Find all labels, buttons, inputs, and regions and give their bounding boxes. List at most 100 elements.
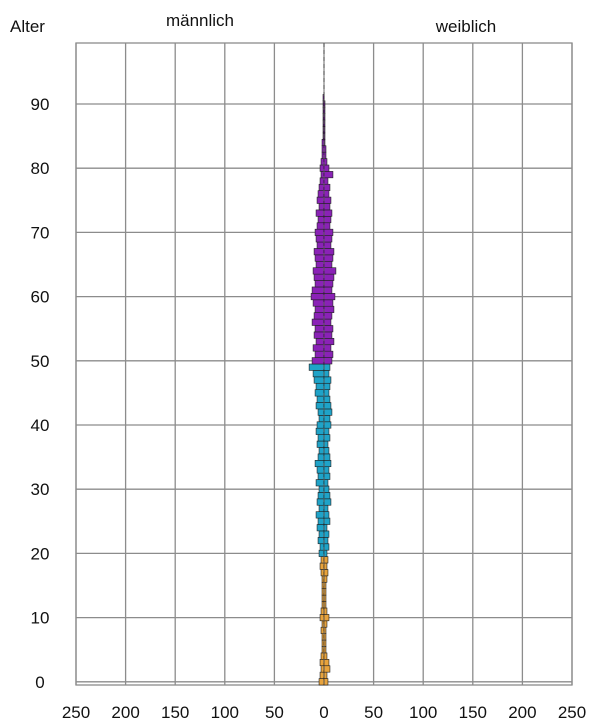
x-tick-label: 100 xyxy=(211,703,239,722)
female-bar-age-22 xyxy=(323,537,329,545)
male-bar-age-39 xyxy=(315,427,325,435)
male-bar-age-50 xyxy=(311,357,325,365)
male-bar-age-24 xyxy=(316,524,325,532)
male-bar-age-47 xyxy=(313,376,325,384)
female-bar-age-21 xyxy=(323,543,330,551)
female-bar-age-68 xyxy=(323,241,332,249)
female-bar-age-64 xyxy=(323,267,337,275)
male-bar-age-29 xyxy=(317,492,325,500)
female-bar-age-62 xyxy=(323,280,334,288)
female-bar-age-54 xyxy=(323,331,333,339)
x-tick-label: 200 xyxy=(111,703,139,722)
male-bar-age-51 xyxy=(314,350,325,358)
male-bar-age-74 xyxy=(318,203,325,211)
chart-labels: Alter männlich weiblich xyxy=(10,11,496,36)
x-tick-label: 50 xyxy=(364,703,383,722)
female-bar-age-49 xyxy=(323,363,331,371)
female-bar-age-0 xyxy=(323,678,329,686)
male-bar-age-75 xyxy=(316,196,325,204)
female-bar-age-58 xyxy=(323,305,335,313)
male-bar-age-25 xyxy=(317,517,325,525)
female-bar-age-44 xyxy=(323,395,331,403)
female-bar-age-47 xyxy=(323,376,332,384)
female-bar-age-2 xyxy=(323,665,331,673)
male-bar-age-26 xyxy=(315,511,325,519)
male-side-label: männlich xyxy=(166,11,234,30)
female-bar-age-26 xyxy=(323,511,330,519)
female-bar-age-38 xyxy=(323,434,331,442)
female-bar-age-31 xyxy=(323,479,329,487)
female-bar-age-29 xyxy=(323,492,331,500)
male-bar-age-36 xyxy=(318,447,325,455)
x-axis-ticks: 250 200 150 100 50 0 50 100 150 200 250 xyxy=(62,703,586,722)
male-bar-age-64 xyxy=(312,267,325,275)
male-bar-age-42 xyxy=(317,408,325,416)
female-bar-age-37 xyxy=(323,440,329,448)
female-bar-age-19 xyxy=(323,556,329,564)
female-bar-age-33 xyxy=(323,466,330,474)
male-bar-age-45 xyxy=(314,389,325,397)
female-bar-age-45 xyxy=(323,389,330,397)
male-bar-age-55 xyxy=(314,325,325,333)
female-bar-age-69 xyxy=(323,235,333,243)
male-bar-age-10 xyxy=(319,614,325,622)
female-bar-age-43 xyxy=(323,402,332,410)
female-bar-age-46 xyxy=(323,382,331,390)
female-bar-age-53 xyxy=(323,338,335,346)
female-bar-age-17 xyxy=(323,569,329,577)
female-bar-age-23 xyxy=(323,530,330,538)
chart-bars xyxy=(308,94,337,686)
male-bar-age-27 xyxy=(318,504,325,512)
female-bar-age-57 xyxy=(323,312,333,320)
male-bar-age-57 xyxy=(313,312,325,320)
y-tick-label: 80 xyxy=(31,159,50,178)
male-bar-age-21 xyxy=(319,543,325,551)
male-bar-age-69 xyxy=(315,235,325,243)
female-bar-age-78 xyxy=(323,177,329,185)
female-bar-age-56 xyxy=(323,318,332,326)
male-bar-age-63 xyxy=(313,273,325,281)
male-bar-age-37 xyxy=(316,440,325,448)
y-tick-label: 0 xyxy=(35,673,44,692)
male-bar-age-52 xyxy=(312,344,325,352)
female-bar-age-52 xyxy=(323,344,332,352)
male-bar-age-53 xyxy=(315,338,325,346)
male-bar-age-68 xyxy=(316,241,325,249)
male-bar-age-28 xyxy=(316,498,325,506)
female-bar-age-10 xyxy=(323,614,330,622)
female-bar-age-65 xyxy=(323,260,333,268)
male-bar-age-65 xyxy=(315,260,325,268)
female-bar-age-75 xyxy=(323,196,332,204)
male-bar-age-44 xyxy=(316,395,325,403)
male-bar-age-73 xyxy=(315,209,325,217)
male-bar-age-18 xyxy=(319,562,325,570)
female-bar-age-76 xyxy=(323,190,330,198)
female-bar-age-39 xyxy=(323,427,330,435)
y-tick-label: 90 xyxy=(31,95,50,114)
male-bar-age-61 xyxy=(311,286,325,294)
x-tick-label: 100 xyxy=(409,703,437,722)
female-bar-age-71 xyxy=(323,222,331,230)
y-tick-label: 40 xyxy=(31,416,50,435)
female-bar-age-40 xyxy=(323,421,332,429)
female-bar-age-35 xyxy=(323,453,331,461)
male-bar-age-48 xyxy=(312,370,325,378)
x-tick-label: 250 xyxy=(558,703,586,722)
female-bar-age-70 xyxy=(323,228,334,236)
male-bar-age-35 xyxy=(317,453,325,461)
female-bar-age-73 xyxy=(323,209,333,217)
male-bar-age-49 xyxy=(308,363,325,371)
female-bar-age-34 xyxy=(323,459,332,468)
male-bar-age-58 xyxy=(314,305,325,313)
male-bar-age-0 xyxy=(318,678,325,686)
male-bar-age-41 xyxy=(318,415,325,423)
x-tick-label: 150 xyxy=(161,703,189,722)
male-bar-age-77 xyxy=(318,183,325,191)
female-bar-age-80 xyxy=(323,164,330,172)
male-bar-age-80 xyxy=(319,164,325,172)
male-bar-age-60 xyxy=(310,293,325,301)
y-axis-title: Alter xyxy=(10,17,45,36)
female-side-label: weiblich xyxy=(435,17,496,36)
female-bar-age-77 xyxy=(323,183,331,191)
female-bar-age-51 xyxy=(323,350,334,358)
